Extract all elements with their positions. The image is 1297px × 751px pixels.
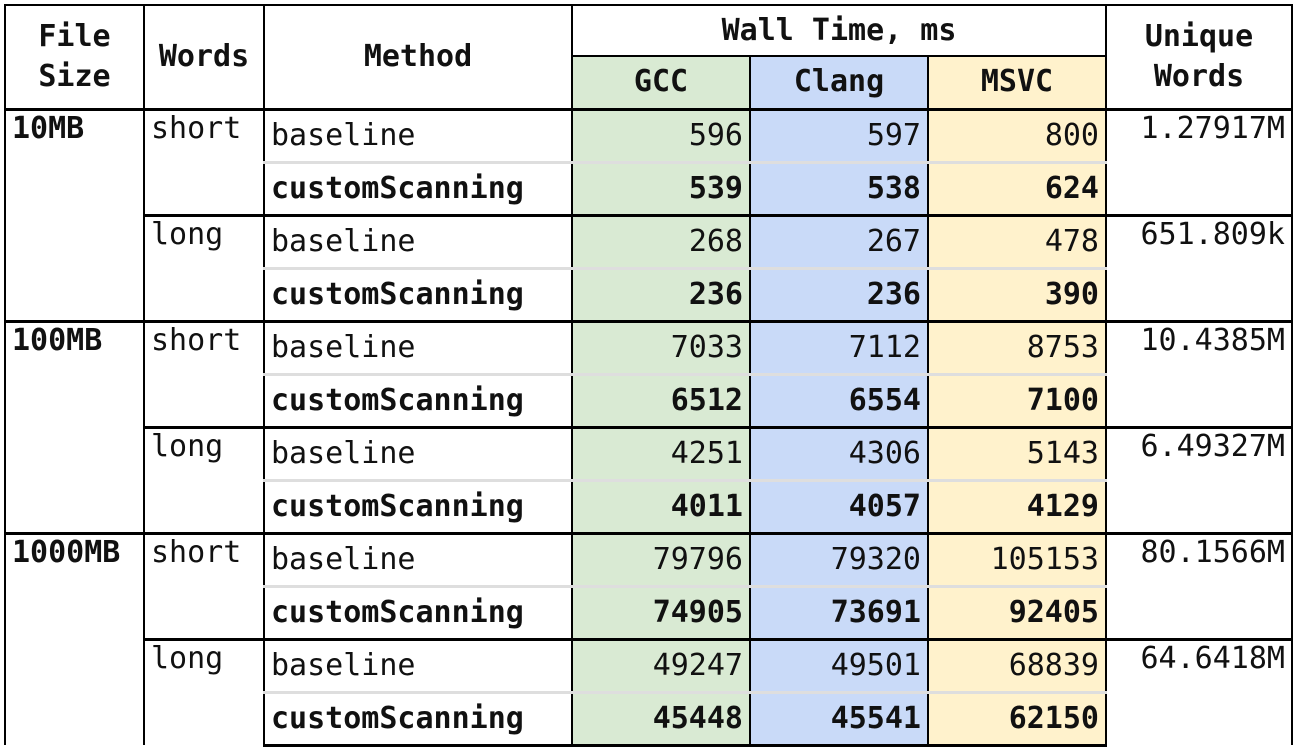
table-row: long baseline 49247 49501 68839 64.6418M	[5, 637, 1293, 745]
header-file-size: File Size	[4, 4, 145, 110]
file-size-cell: 1000MB	[4, 531, 145, 745]
header-msvc: MSVC	[927, 55, 1107, 110]
header-words: Words	[143, 4, 265, 110]
table-row: 1000MB short baseline 79796 79320 105153 80.15…	[4, 531, 1293, 745]
method-cell: baseline	[263, 319, 573, 374]
table-header: File Size Words Method Wall Time, ms Uni…	[4, 4, 1293, 110]
words-cell: short	[143, 531, 265, 639]
unique-words-cell: 6.49327M	[1105, 425, 1293, 533]
unique-words-cell: 651.809k	[1105, 213, 1293, 321]
clang-time-cell: 73691	[749, 584, 929, 639]
table-row: customScanning 4011 4057 4129	[5, 478, 1292, 533]
gcc-time-cell: 74905	[571, 584, 751, 639]
gcc-time-cell: 4251	[571, 425, 751, 480]
words-cell: short	[143, 107, 265, 215]
clang-time-cell: 79320	[749, 531, 929, 586]
clang-time-cell: 538	[749, 160, 929, 215]
table-row: 10MB short baseline 596 597 800 1.27917M	[4, 107, 1293, 321]
method-cell: baseline	[263, 107, 573, 162]
method-cell: baseline	[263, 213, 573, 268]
header-gcc: GCC	[571, 55, 751, 110]
method-cell: baseline	[263, 425, 573, 480]
msvc-time-cell: 4129	[927, 478, 1107, 533]
method-cell: customScanning	[263, 478, 573, 533]
msvc-time-cell: 390	[927, 266, 1107, 321]
clang-time-cell: 597	[749, 107, 929, 162]
clang-time-cell: 49501	[749, 637, 929, 692]
unique-words-cell: 80.1566M	[1105, 531, 1293, 639]
clang-time-cell: 267	[749, 213, 929, 268]
clang-time-cell: 6554	[749, 372, 929, 427]
gcc-time-cell: 6512	[571, 372, 751, 427]
gcc-time-cell: 236	[571, 266, 751, 321]
clang-time-cell: 45541	[749, 690, 929, 747]
msvc-time-cell: 68839	[927, 637, 1107, 692]
words-cell: long	[143, 637, 265, 745]
method-cell: customScanning	[263, 372, 573, 427]
table-row: customScanning 45448 45541 62150	[5, 690, 1292, 747]
header-unique-words: Unique Words	[1105, 4, 1293, 110]
gcc-time-cell: 49247	[571, 637, 751, 692]
msvc-time-cell: 92405	[927, 584, 1107, 639]
words-cell: long	[143, 425, 265, 533]
table-row: long baseline 268 267 478 651.809k	[5, 213, 1293, 321]
msvc-time-cell: 478	[927, 213, 1107, 268]
table-row: customScanning 539 538 624	[5, 160, 1292, 215]
method-cell: baseline	[263, 637, 573, 692]
clang-time-cell: 7112	[749, 319, 929, 374]
msvc-time-cell: 5143	[927, 425, 1107, 480]
table-row: customScanning 6512 6554 7100	[5, 372, 1292, 427]
gcc-time-cell: 45448	[571, 690, 751, 747]
clang-time-cell: 236	[749, 266, 929, 321]
unique-words-cell: 64.6418M	[1105, 637, 1293, 745]
gcc-time-cell: 7033	[571, 319, 751, 374]
file-size-cell: 10MB	[4, 107, 145, 321]
clang-time-cell: 4306	[749, 425, 929, 480]
header-clang: Clang	[749, 55, 929, 110]
words-cell: short	[143, 319, 265, 427]
table-row: 100MB short baseline 7033 7112 8753 10.4385M	[4, 319, 1293, 533]
msvc-time-cell: 624	[927, 160, 1107, 215]
method-cell: customScanning	[263, 160, 573, 215]
msvc-time-cell: 62150	[927, 690, 1107, 747]
table-row: customScanning 74905 73691 92405	[5, 584, 1292, 639]
msvc-time-cell: 105153	[927, 531, 1107, 586]
header-method: Method	[263, 4, 573, 110]
words-cell: long	[143, 213, 265, 321]
gcc-time-cell: 596	[571, 107, 751, 162]
table-row: long baseline 4251 4306 5143 6.49327M	[5, 425, 1293, 533]
header-wall-time: Wall Time, ms	[571, 4, 1107, 57]
table-row: customScanning 236 236 390	[5, 266, 1292, 321]
gcc-time-cell: 268	[571, 213, 751, 268]
method-cell: customScanning	[263, 266, 573, 321]
clang-time-cell: 4057	[749, 478, 929, 533]
unique-words-cell: 1.27917M	[1105, 107, 1293, 215]
gcc-time-cell: 79796	[571, 531, 751, 586]
gcc-time-cell: 4011	[571, 478, 751, 533]
msvc-time-cell: 7100	[927, 372, 1107, 427]
method-cell: baseline	[263, 531, 573, 586]
msvc-time-cell: 800	[927, 107, 1107, 162]
benchmark-table: File Size Words Method Wall Time, ms Uni…	[4, 4, 1293, 747]
method-cell: customScanning	[263, 690, 573, 747]
method-cell: customScanning	[263, 584, 573, 639]
msvc-time-cell: 8753	[927, 319, 1107, 374]
gcc-time-cell: 539	[571, 160, 751, 215]
file-size-cell: 100MB	[4, 319, 145, 533]
table-body: 10MB short baseline 596 597 800 1.27917M custom…	[4, 107, 1293, 747]
unique-words-cell: 10.4385M	[1105, 319, 1293, 427]
